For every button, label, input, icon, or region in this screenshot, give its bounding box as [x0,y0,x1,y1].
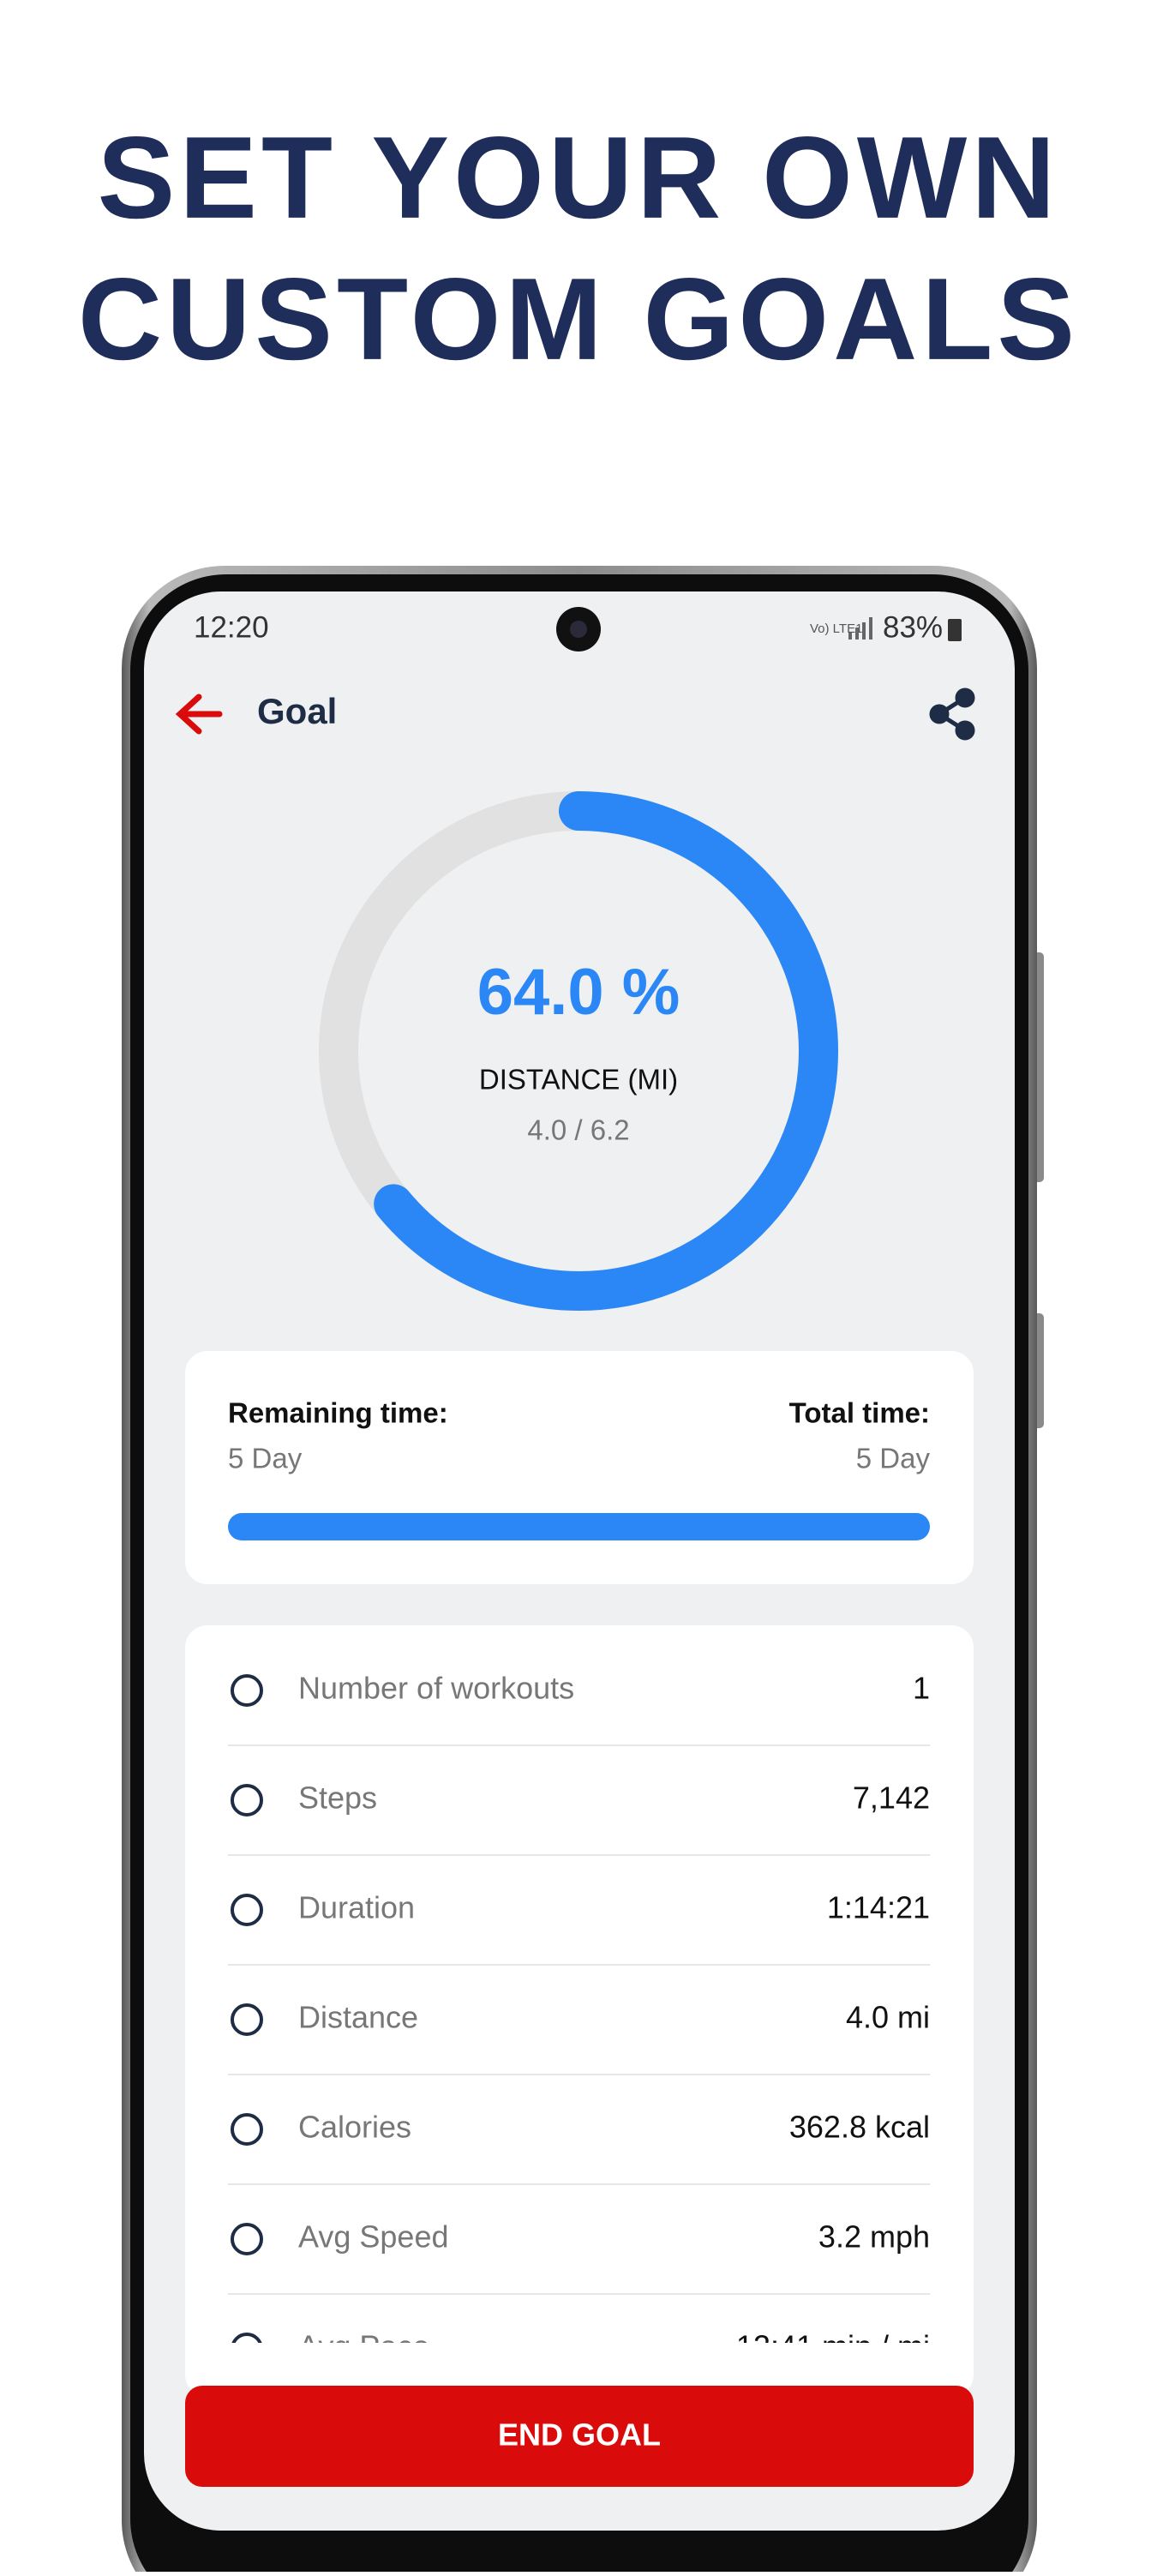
stat-icon [231,1784,263,1816]
stat-label: Calories [298,2110,411,2145]
battery-icon [948,619,962,641]
app-title: Goal [257,691,337,731]
ring-progress [319,791,838,1311]
stat-icon [231,2223,263,2255]
stat-value: 12:41 min / mi [736,2329,930,2364]
stat-label: Number of workouts [298,1671,574,1706]
stat-value: 4.0 mi [846,2000,930,2035]
stats-card [185,1625,974,2397]
stat-icon [231,2003,263,2036]
total-value: 5 Day [856,1443,931,1474]
stat-icon [231,1674,263,1707]
stat-icon [231,2333,263,2343]
stat-value: 1 [913,1671,930,1706]
stat-icon [231,2113,263,2146]
svg-text:Vo) LTE1: Vo) LTE1 [810,621,862,636]
ring-progress-text: 4.0 / 6.2 [527,1114,629,1146]
ring-metric: DISTANCE (MI) [479,1064,678,1096]
stat-label: Avg Pace [298,2329,429,2364]
stat-label: Steps [298,1780,377,1816]
share-button[interactable] [929,688,975,741]
ring-percent: 64.0 % [477,956,680,1029]
headline: CUSTOM GOALS [78,254,1079,384]
headline: SET YOUR OWN [98,112,1060,243]
stat-value: 3.2 mph [818,2219,930,2255]
stats-list: Number of workouts 1 Steps 7,142 Duration 1:1… [228,1671,930,2364]
remaining-label: Remaining time: [228,1397,448,1429]
stat-label: Avg Speed [298,2219,448,2255]
battery-text: 83% [883,610,943,644]
stat-value: 7,142 [853,1780,930,1816]
camera-lens [570,621,587,638]
total-label: Total time: [789,1397,930,1429]
back-button[interactable] [175,694,223,735]
stat-value: 1:14:21 [827,1890,930,1925]
time-bar [228,1513,930,1540]
stat-label: Duration [298,1890,415,1925]
remaining-value: 5 Day [228,1443,303,1474]
stat-label: Distance [298,2000,418,2035]
status-time: 12:20 [194,610,269,644]
signal-icon: Vo) LTE1 [810,617,872,639]
end-goal-button[interactable] [185,2386,974,2487]
stat-icon [231,1894,263,1926]
end-goal-label[interactable]: END GOAL [498,2417,661,2453]
stat-value: 362.8 kcal [789,2110,930,2145]
